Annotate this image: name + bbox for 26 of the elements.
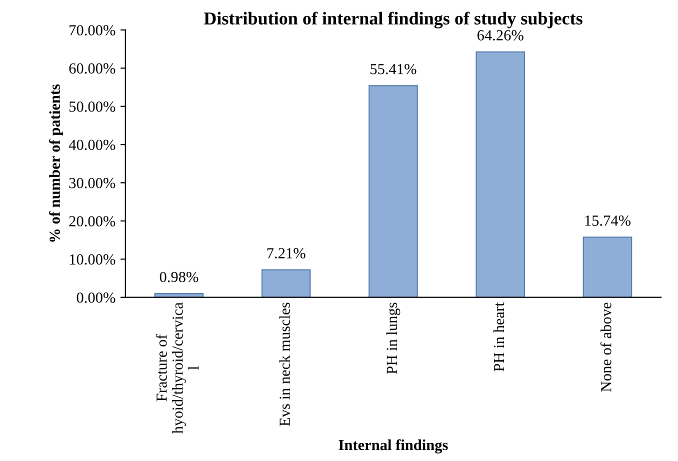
x-tick-label: PH in heart [493, 302, 504, 372]
data-label: 64.26% [477, 30, 524, 41]
y-tick-label: 70.00% [70, 25, 116, 36]
y-tick-label: 0.00% [76, 292, 116, 303]
y-axis-title: % of number of patients [49, 84, 64, 242]
y-tick-label: 40.00% [68, 140, 116, 150]
bar [368, 85, 418, 298]
y-tick-label: 50.00% [69, 102, 116, 112]
bar [154, 293, 204, 298]
y-tick-label: 30.00% [69, 178, 116, 188]
bar [582, 236, 632, 298]
x-tick-label: None of above [600, 302, 612, 392]
bar [476, 51, 526, 298]
data-label: 15.74% [585, 215, 631, 226]
data-label: 55.41% [370, 64, 416, 74]
y-tick-label: 10.00% [70, 254, 116, 265]
data-label: 7.21% [267, 248, 306, 258]
chart-title: Distribution of internal findings of study subjects [204, 12, 582, 28]
x-tick-label: Fracture of hyoid/thyroid/cervica l [156, 302, 199, 434]
data-label: 0.98% [160, 272, 198, 282]
y-tick-label: 20.00% [69, 216, 116, 226]
x-tick-label: PH in lungs [386, 302, 400, 374]
x-axis-title: Internal findings [338, 439, 448, 454]
x-tick-label: Evs in neck muscles [279, 302, 290, 426]
y-tick-label: 60.00% [69, 63, 116, 74]
bar [261, 269, 311, 298]
